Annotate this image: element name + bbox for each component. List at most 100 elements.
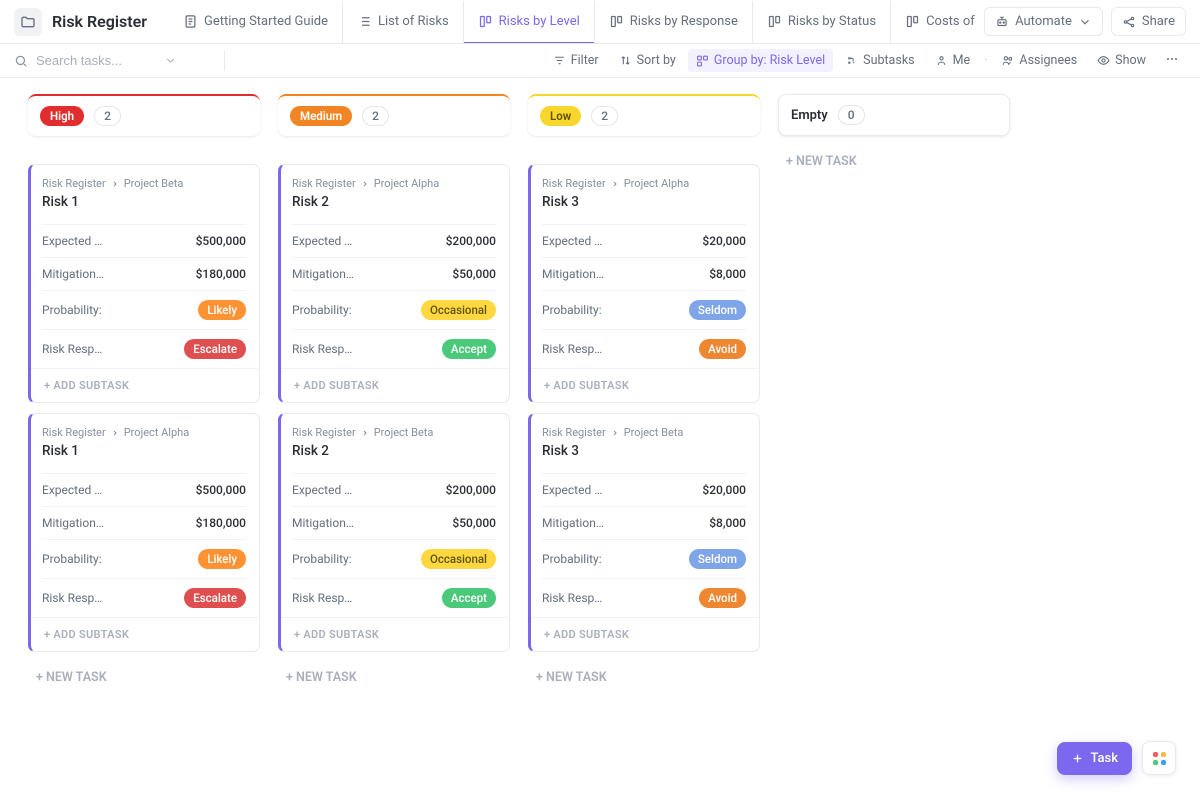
chevron-right-icon: [111, 429, 119, 437]
add-subtask-button[interactable]: + ADD SUBTASK: [31, 368, 259, 402]
new-task-button[interactable]: + NEW TASK: [528, 662, 760, 693]
fab-wrap: Task: [1057, 741, 1176, 775]
crumb-project: Project Alpha: [124, 426, 189, 439]
field-response: Risk Respo…Accept: [292, 578, 496, 617]
field-label: Probability:: [292, 303, 352, 317]
field-value: $8,000: [709, 267, 746, 281]
new-task-button[interactable]: + NEW TASK: [28, 662, 260, 693]
count-badge: 2: [362, 106, 389, 126]
task-card[interactable]: Risk RegisterProject AlphaRisk 3Expected…: [528, 164, 760, 403]
field-expected-cost: Expected C…$200,000: [292, 473, 496, 506]
view-tab-risks-by-status[interactable]: Risks by Status: [753, 1, 891, 43]
chevron-right-icon: [111, 180, 119, 188]
assignees-button[interactable]: Assignees: [993, 49, 1085, 72]
field-response: Risk Respo…Avoid: [542, 329, 746, 368]
share-button[interactable]: Share: [1111, 7, 1186, 36]
view-tabs: Getting Started Guide List of Risks Risk…: [169, 1, 980, 43]
toolbar: Filter Sort by Group by: Risk Level Subt…: [0, 44, 1200, 78]
robot-icon: [995, 15, 1009, 29]
add-subtask-button[interactable]: + ADD SUBTASK: [31, 617, 259, 651]
people-icon: [1001, 54, 1014, 67]
share-icon: [1122, 15, 1136, 29]
show-label: Show: [1115, 53, 1146, 68]
status-pill: Medium: [290, 106, 352, 126]
task-card[interactable]: Risk RegisterProject BetaRisk 2Expected …: [278, 413, 510, 652]
group-button[interactable]: Group by: Risk Level: [688, 49, 833, 72]
folder-button[interactable]: [14, 8, 42, 36]
task-card[interactable]: Risk RegisterProject AlphaRisk 2Expected…: [278, 164, 510, 403]
field-mitigation: Mitigation …$50,000: [292, 257, 496, 290]
field-value: $200,000: [446, 483, 496, 497]
crumb-root: Risk Register: [42, 426, 106, 439]
probability-tag: Seldom: [689, 549, 746, 569]
separator: [224, 51, 225, 71]
search-icon: [14, 54, 28, 68]
search-wrap: [14, 53, 214, 68]
search-input[interactable]: [36, 53, 156, 68]
task-card[interactable]: Risk RegisterProject BetaRisk 1Expected …: [28, 164, 260, 403]
add-subtask-button[interactable]: + ADD SUBTASK: [281, 617, 509, 651]
column-header[interactable]: Empty0: [778, 94, 1010, 136]
automate-button[interactable]: Automate: [984, 7, 1103, 36]
field-label: Probability:: [292, 552, 352, 566]
crumb-project: Project Alpha: [624, 177, 689, 190]
field-label: Risk Respo…: [42, 342, 106, 356]
view-tab-costs-of[interactable]: Costs of: [891, 1, 980, 43]
add-subtask-button[interactable]: + ADD SUBTASK: [281, 368, 509, 402]
field-value: $8,000: [709, 516, 746, 530]
apps-fab[interactable]: [1142, 741, 1176, 775]
view-tab-label: Risks by Response: [630, 14, 738, 29]
probability-tag: Occasional: [421, 300, 496, 320]
response-tag: Accept: [442, 588, 496, 608]
topbar-right: Automate Share: [984, 7, 1186, 36]
count-badge: 2: [591, 106, 618, 126]
view-tab-list-of-risks[interactable]: List of Risks: [343, 1, 464, 43]
field-probability: Probability:Occasional: [292, 539, 496, 578]
cards-list: + NEW TASK: [778, 164, 1010, 177]
column-header[interactable]: High2: [28, 94, 260, 136]
field-response: Risk Respo…Avoid: [542, 578, 746, 617]
breadcrumb: Risk Register Project Alpha: [42, 426, 246, 439]
board: High2 Risk RegisterProject BetaRisk 1Expe…: [0, 78, 1200, 733]
view-tab-getting-started[interactable]: Getting Started Guide: [169, 1, 343, 43]
field-label: Probability:: [42, 303, 102, 317]
new-task-button[interactable]: + NEW TASK: [778, 146, 1010, 177]
assignees-label: Assignees: [1019, 53, 1077, 68]
new-task-fab[interactable]: Task: [1057, 742, 1132, 775]
column-header[interactable]: Medium 2: [278, 94, 510, 136]
task-card[interactable]: Risk RegisterProject AlphaRisk 1Expected…: [28, 413, 260, 652]
field-label: Expected C…: [542, 234, 606, 248]
field-label: Probability:: [42, 552, 102, 566]
task-card[interactable]: Risk RegisterProject BetaRisk 3Expected …: [528, 413, 760, 652]
subtasks-button[interactable]: Subtasks: [837, 49, 922, 72]
field-probability: Probability: Occasional: [292, 290, 496, 329]
field-mitigation: Mitigation …$180,000: [42, 506, 246, 539]
field-expected-cost: Expected C…$200,000: [292, 224, 496, 257]
me-button[interactable]: Me: [927, 49, 979, 72]
new-task-button[interactable]: + NEW TASK: [278, 662, 510, 693]
field-label: Probability:: [542, 552, 602, 566]
board-column: Medium 2 Risk RegisterProject AlphaRisk 2E…: [278, 94, 510, 693]
field-mitigation: Mitigation …$8,000: [542, 257, 746, 290]
view-tab-risks-by-level[interactable]: Risks by Level: [464, 1, 595, 43]
column-header[interactable]: Low2: [528, 94, 760, 136]
cards-list: Risk RegisterProject AlphaRisk 3Expected…: [528, 164, 760, 693]
field-response: Risk Respo…Escalate: [42, 578, 246, 617]
show-button[interactable]: Show: [1089, 49, 1154, 72]
filter-button[interactable]: Filter: [545, 49, 607, 72]
more-button[interactable]: [1158, 47, 1186, 75]
field-mitigation: Mitigation …$180,000: [42, 257, 246, 290]
add-subtask-button[interactable]: + ADD SUBTASK: [531, 617, 759, 651]
crumb-root: Risk Register: [542, 177, 606, 190]
sort-button[interactable]: Sort by: [611, 49, 684, 72]
add-subtask-button[interactable]: + ADD SUBTASK: [531, 368, 759, 402]
board-column: High2 Risk RegisterProject BetaRisk 1Expe…: [28, 94, 260, 693]
chevron-down-icon[interactable]: [164, 54, 177, 67]
fab-label: Task: [1090, 751, 1118, 766]
field-label: Risk Respo…: [542, 591, 606, 605]
view-tab-risks-by-response[interactable]: Risks by Response: [595, 1, 753, 43]
more-horizontal-icon: [1164, 51, 1180, 67]
filter-label: Filter: [571, 53, 599, 68]
share-label: Share: [1142, 14, 1175, 29]
page-title: Risk Register: [52, 12, 147, 31]
